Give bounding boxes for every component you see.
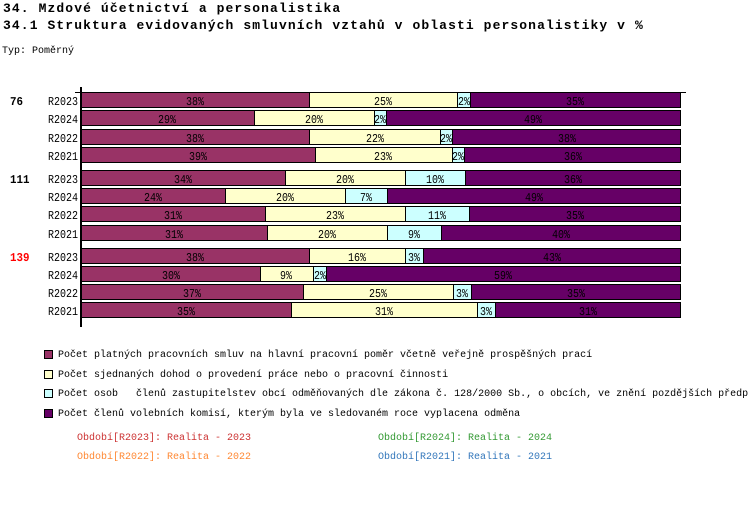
svg-text:35%: 35% [566,209,585,223]
svg-text:36%: 36% [564,150,583,164]
svg-text:R2021: R2021 [48,150,78,164]
svg-text:R2021: R2021 [48,305,78,319]
svg-text:34%: 34% [174,173,193,187]
svg-text:R2023: R2023 [48,95,78,109]
svg-text:76: 76 [10,95,23,109]
svg-text:R2024: R2024 [48,269,78,283]
svg-text:20%: 20% [318,228,337,242]
svg-text:9%: 9% [408,228,421,242]
svg-text:2%: 2% [314,269,327,283]
svg-text:31%: 31% [164,209,183,223]
svg-text:R2024: R2024 [48,191,78,205]
svg-text:39%: 39% [189,150,208,164]
svg-text:R2023: R2023 [48,251,78,265]
svg-text:11%: 11% [428,209,447,223]
svg-text:10%: 10% [426,173,445,187]
svg-text:7%: 7% [360,191,373,205]
svg-text:23%: 23% [374,150,393,164]
svg-text:43%: 43% [543,251,562,265]
svg-text:R2022: R2022 [48,132,78,146]
svg-text:3%: 3% [480,305,493,319]
svg-text:40%: 40% [552,228,571,242]
svg-text:38%: 38% [186,132,205,146]
svg-text:3%: 3% [408,251,421,265]
svg-text:25%: 25% [374,95,393,109]
svg-text:22%: 22% [366,132,385,146]
svg-text:38%: 38% [186,95,205,109]
svg-text:2%: 2% [458,95,471,109]
svg-text:R2022: R2022 [48,287,78,301]
svg-text:36%: 36% [564,173,583,187]
svg-text:139: 139 [10,251,30,265]
svg-text:29%: 29% [158,113,177,127]
svg-text:9%: 9% [280,269,293,283]
svg-text:31%: 31% [165,228,184,242]
svg-text:49%: 49% [524,113,543,127]
svg-text:R2022: R2022 [48,209,78,223]
svg-text:31%: 31% [579,305,598,319]
svg-text:38%: 38% [186,251,205,265]
svg-text:R2024: R2024 [48,113,78,127]
svg-text:35%: 35% [177,305,196,319]
svg-text:2%: 2% [440,132,453,146]
svg-text:2%: 2% [374,113,387,127]
svg-text:35%: 35% [566,95,585,109]
svg-text:3%: 3% [456,287,469,301]
svg-text:25%: 25% [369,287,388,301]
svg-text:16%: 16% [348,251,367,265]
svg-text:59%: 59% [494,269,513,283]
svg-text:49%: 49% [525,191,544,205]
svg-text:31%: 31% [375,305,394,319]
svg-text:35%: 35% [567,287,586,301]
svg-text:38%: 38% [558,132,577,146]
svg-text:2%: 2% [452,150,465,164]
svg-text:37%: 37% [183,287,202,301]
svg-text:R2023: R2023 [48,173,78,187]
svg-text:23%: 23% [326,209,345,223]
svg-text:111: 111 [10,173,30,187]
svg-text:20%: 20% [276,191,295,205]
svg-text:20%: 20% [336,173,355,187]
svg-text:R2021: R2021 [48,228,78,242]
svg-text:20%: 20% [305,113,324,127]
svg-text:30%: 30% [162,269,181,283]
svg-text:24%: 24% [144,191,163,205]
